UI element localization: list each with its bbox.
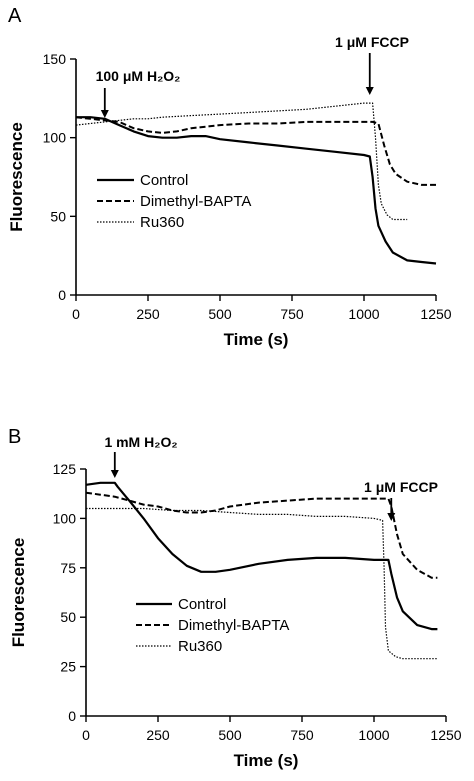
x-tick-label: 1000	[358, 727, 389, 743]
annotation-label: 1 μM FCCP	[335, 34, 409, 50]
series-line-dimethyl-bapta	[75, 116, 436, 186]
annotation-arrowhead	[387, 513, 396, 521]
y-axis-label: Fluorescence	[9, 538, 28, 648]
legend-label: Control	[140, 172, 188, 189]
panel-label: A	[8, 5, 22, 27]
x-tick-label: 250	[136, 306, 160, 322]
panel-a: A 0 250 500 750 1000 1250 0 50 100 150 Time (s) Fluo…	[7, 5, 452, 349]
x-tick-label: 750	[280, 306, 304, 322]
legend-label: Dimethyl-BAPTA	[178, 617, 289, 634]
y-tick-label: 75	[60, 560, 76, 576]
x-tick-label: 750	[290, 727, 314, 743]
x-tick-label: 500	[208, 306, 232, 322]
x-tick-label: 1250	[430, 727, 461, 743]
legend-label: Ru360	[178, 638, 222, 655]
y-tick-label: 100	[53, 510, 77, 526]
y-tick-label: 0	[68, 708, 76, 724]
legend-label: Control	[178, 596, 226, 613]
series-line-ru360	[86, 507, 438, 660]
y-tick-label: 100	[43, 130, 67, 146]
annotation-label: 1 μM FCCP	[364, 479, 438, 495]
y-tick-label: 25	[60, 659, 76, 675]
y-axis-label: Fluorescence	[7, 122, 26, 232]
y-tick-label: 50	[50, 208, 66, 224]
series-line-dimethyl-bapta	[85, 491, 438, 579]
x-tick-label: 250	[146, 727, 170, 743]
x-axis-label: Time (s)	[224, 330, 289, 349]
x-tick-label: 0	[72, 306, 80, 322]
legend-label: Ru360	[140, 214, 184, 231]
x-tick-label: 0	[82, 727, 90, 743]
y-tick-label: 0	[58, 287, 66, 303]
panel-label: B	[8, 426, 21, 448]
annotation-arrowhead	[100, 110, 109, 118]
y-tick-label: 50	[60, 609, 76, 625]
x-axis-label: Time (s)	[234, 751, 299, 770]
x-tick-label: 500	[218, 727, 242, 743]
x-tick-label: 1000	[348, 306, 379, 322]
legend-label: Dimethyl-BAPTA	[140, 193, 251, 210]
annotation-arrowhead	[110, 470, 119, 478]
annotation-arrowhead	[365, 87, 374, 95]
y-tick-label: 150	[43, 51, 67, 67]
panel-b: B 0 250 500 750 1000 1250 0 25 50 75 100 125 Time (s)…	[8, 426, 462, 770]
annotation-label: 1 mM H₂O₂	[104, 434, 177, 450]
annotation-label: 100 μM H₂O₂	[96, 68, 181, 84]
series-line-ru360	[75, 102, 408, 221]
x-tick-label: 1250	[420, 306, 451, 322]
series-line-control	[85, 481, 438, 631]
y-tick-label: 125	[53, 461, 77, 477]
series-line-control	[76, 116, 437, 265]
